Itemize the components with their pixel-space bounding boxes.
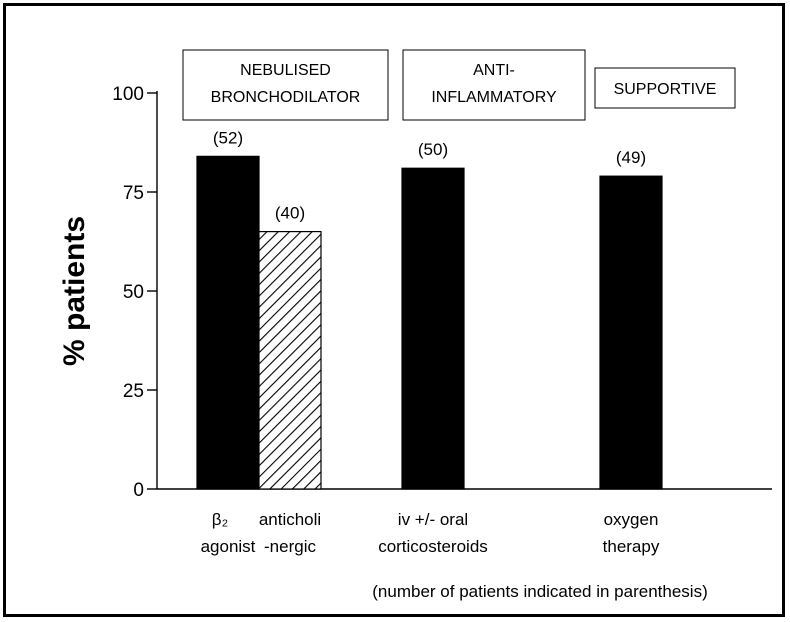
y-tick-label: 25 bbox=[123, 381, 144, 402]
bar-count-label: (50) bbox=[418, 140, 448, 159]
category-label: agonist bbox=[201, 537, 256, 556]
y-axis-title: % patients bbox=[58, 216, 91, 366]
bar-1 bbox=[258, 231, 322, 490]
y-tick-label: 75 bbox=[123, 183, 144, 204]
category-label: -nergic bbox=[264, 537, 316, 556]
bar-count-label: (49) bbox=[616, 148, 646, 167]
bars-layer bbox=[196, 155, 663, 490]
category-label: iv +/- oral bbox=[398, 510, 468, 529]
group-label: NEBULISED bbox=[240, 62, 331, 79]
bar-count-label: (40) bbox=[275, 204, 305, 223]
group-box bbox=[182, 49, 389, 121]
category-label: oxygen bbox=[604, 510, 659, 529]
y-tick-label: 100 bbox=[112, 84, 144, 105]
bar-count-label: (52) bbox=[213, 128, 243, 147]
labels-layer: 0 25 50 75 100 % patients (52) β₂ agonist (40) ant… bbox=[58, 62, 716, 601]
bar-3 bbox=[599, 175, 663, 490]
group-label: BRONCHODILATOR bbox=[211, 89, 361, 106]
axes-layer bbox=[147, 49, 772, 490]
y-tick-label: 50 bbox=[123, 282, 144, 303]
bar-0 bbox=[196, 155, 260, 490]
group-box bbox=[402, 49, 586, 121]
category-label: corticosteroids bbox=[378, 537, 488, 556]
group-label: SUPPORTIVE bbox=[614, 81, 717, 98]
y-tick-label: 0 bbox=[133, 480, 144, 501]
category-label: therapy bbox=[603, 537, 660, 556]
group-box bbox=[594, 67, 736, 109]
category-label: β₂ bbox=[212, 510, 228, 529]
category-label: anticholi bbox=[259, 510, 321, 529]
group-label: ANTI- bbox=[473, 62, 515, 79]
group-label: INFLAMMATORY bbox=[431, 89, 557, 106]
bar-2 bbox=[401, 167, 465, 490]
footnote: (number of patients indicated in parenth… bbox=[372, 582, 707, 601]
